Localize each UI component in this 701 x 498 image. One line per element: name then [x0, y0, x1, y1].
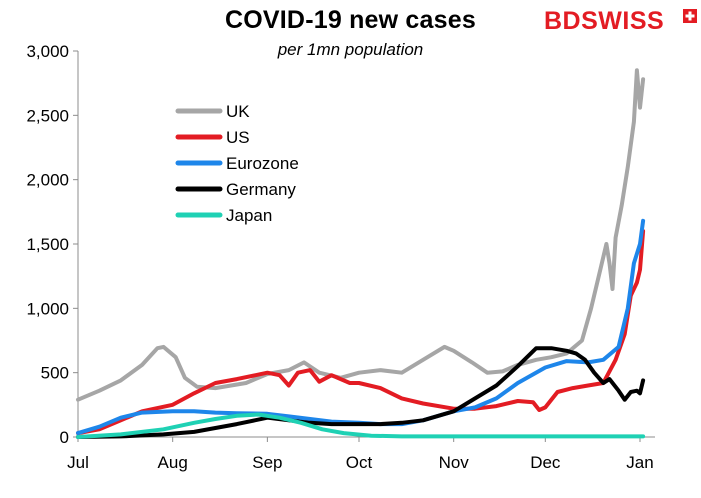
series-group	[76, 68, 646, 439]
series-line-eurozone	[76, 218, 646, 436]
legend-label-germany: Germany	[226, 180, 296, 199]
logo-text-bd: BD	[544, 7, 582, 35]
swiss-cross-icon	[683, 9, 697, 23]
y-tick-label: 3,000	[26, 42, 69, 61]
y-tick-label: 1,000	[26, 299, 69, 318]
series-line-uk	[76, 68, 646, 402]
x-tick-label: Dec	[530, 453, 561, 472]
series-line-japan	[76, 412, 646, 439]
x-tick-label: Sep	[252, 453, 282, 472]
chart-title: COVID-19 new cases	[225, 6, 476, 34]
legend-label-japan: Japan	[226, 206, 272, 225]
x-tick-label: Oct	[346, 453, 373, 472]
legend-label-us: US	[226, 128, 250, 147]
legend-label-eurozone: Eurozone	[226, 154, 299, 173]
x-tick-label: Jan	[626, 453, 653, 472]
y-tick-label: 2,000	[26, 171, 69, 190]
y-tick-label: 0	[60, 428, 69, 447]
y-tick-label: 1,500	[26, 235, 69, 254]
chart-subtitle: per 1mn population	[277, 40, 424, 59]
series-line-germany	[76, 346, 646, 439]
axes: 0 500 1,000 1,500 2,000 2,500 3,000 Jul Aug Sep Oc…	[26, 42, 655, 472]
legend-label-uk: UK	[226, 102, 250, 121]
x-tick-label: Jul	[67, 453, 89, 472]
x-tick-label: Aug	[158, 453, 188, 472]
bdswiss-logo: BDSWISS	[530, 5, 700, 45]
x-tick-label: Nov	[439, 453, 470, 472]
legend: UK US Eurozone Germany Japan	[175, 102, 299, 225]
y-tick-label: 500	[41, 364, 69, 383]
logo-text-swiss: SWISS	[581, 7, 665, 35]
y-tick-label: 2,500	[26, 106, 69, 125]
series-line-us	[76, 229, 646, 436]
